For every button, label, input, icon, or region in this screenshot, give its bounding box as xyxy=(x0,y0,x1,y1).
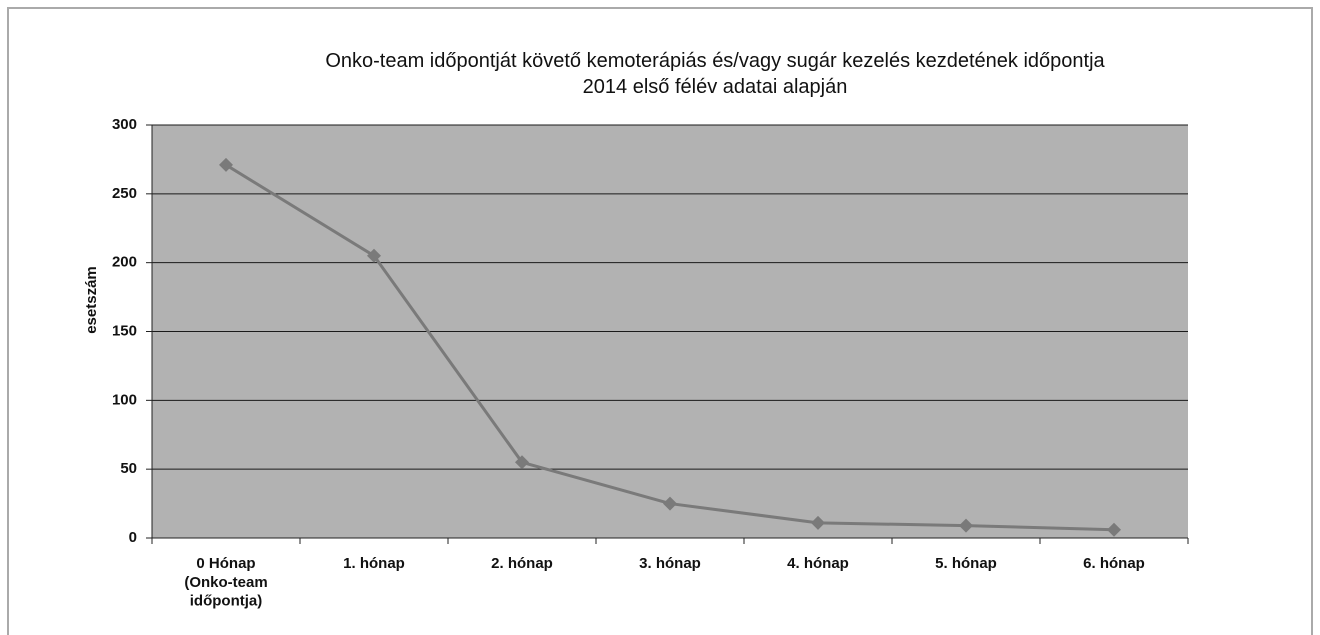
y-axis-label: esetszám xyxy=(83,266,100,334)
x-tick-label: 1. hónap xyxy=(343,555,405,572)
y-tick-label: 200 xyxy=(112,254,137,271)
x-tick-label: 4. hónap xyxy=(787,555,849,572)
y-tick-label: 0 xyxy=(129,529,137,546)
y-tick-label: 250 xyxy=(112,185,137,202)
y-tick-label: 150 xyxy=(112,322,137,339)
x-tick-label: 6. hónap xyxy=(1083,555,1145,572)
y-tick-label: 100 xyxy=(112,391,137,408)
marker xyxy=(367,248,381,263)
x-tick-label: 0 Hónap (Onko-team időpontja) xyxy=(184,555,267,610)
y-tick-label: 50 xyxy=(120,460,137,477)
marker xyxy=(515,455,529,470)
marker xyxy=(959,518,973,533)
marker xyxy=(1107,522,1121,537)
marker xyxy=(811,515,825,530)
x-tick-label: 2. hónap xyxy=(491,555,553,572)
y-tick-label: 300 xyxy=(112,116,137,133)
marker xyxy=(219,157,233,172)
x-tick-label: 5. hónap xyxy=(935,555,997,572)
chart-title: Onko-team időpontját követő kemoterápiás… xyxy=(325,50,1105,72)
marker xyxy=(663,496,677,511)
chart-subtitle: 2014 első félév adatai alapján xyxy=(583,76,848,98)
x-tick-label: 3. hónap xyxy=(639,555,701,572)
